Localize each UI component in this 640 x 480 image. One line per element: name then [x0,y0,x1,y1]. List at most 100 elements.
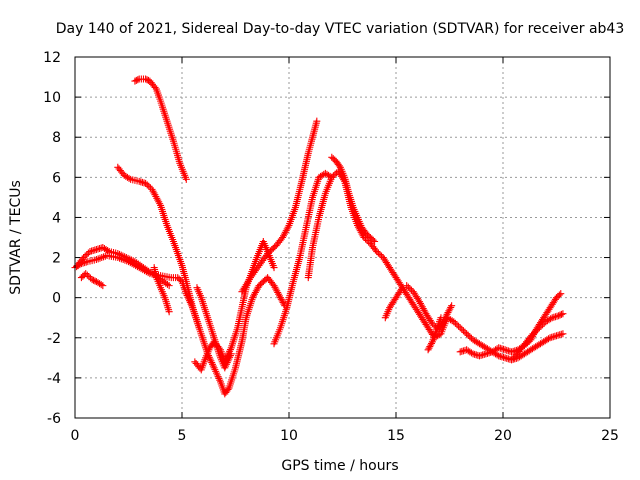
data-point [456,324,464,332]
chart-title: Day 140 of 2021, Sidereal Day-to-day VTE… [56,21,625,37]
data-point [461,328,469,336]
data-point [210,364,218,372]
data-point [313,117,321,125]
data-point [528,331,536,339]
data-point [403,282,411,290]
data-point [243,279,251,287]
data-point [124,254,132,262]
data-point [284,223,292,231]
data-point [279,298,287,306]
data-point [97,281,105,289]
data-point [96,254,104,262]
data-point [151,191,159,199]
x-tick-label: 15 [387,428,405,444]
data-point [242,281,250,289]
data-point [122,254,130,262]
data-point [371,246,379,254]
y-tick-label: -2 [47,331,61,347]
y-tick-label: 8 [52,130,61,146]
data-point [211,366,219,374]
data-point [143,181,151,189]
data-point [425,344,433,352]
data-point [365,238,373,246]
data-point [80,254,88,262]
data-point [149,187,157,195]
data-point [213,369,221,377]
series-trace-15 [424,314,445,354]
data-point [329,172,337,180]
data-point [214,373,222,381]
data-point [537,322,545,330]
data-point [406,285,414,293]
data-point [328,173,336,181]
series-trace-8 [193,284,235,372]
data-point [165,308,173,316]
data-point [152,192,160,200]
x-tick-label: 5 [178,428,187,444]
data-point [225,355,233,363]
data-point [209,362,217,370]
data-point [78,255,86,263]
series-trace-12 [328,153,379,246]
data-point [150,189,158,197]
data-point [226,353,234,361]
data-point [398,284,406,292]
x-tick-label: 20 [494,428,512,444]
series-trace-9 [238,117,321,296]
data-point [145,182,153,190]
y-tick-label: 12 [43,50,61,66]
axis-ticks: 0 5 10 15 20 25 -6 -4 -2 0 2 4 6 8 10 12 [43,50,619,444]
data-point [148,185,156,193]
data-points [71,75,567,398]
y-tick-label: 2 [52,251,61,267]
data-point [270,264,278,272]
data-point [463,330,471,338]
x-tick-label: 10 [280,428,298,444]
data-point [437,314,445,322]
data-point [213,371,221,379]
data-point [404,283,412,291]
data-point [559,310,567,318]
data-point [544,335,552,343]
series-trace-5 [131,75,190,183]
data-point [559,330,567,338]
data-point [238,288,246,296]
y-tick-label: 4 [52,210,61,226]
data-point [142,179,150,187]
data-point [119,252,127,260]
data-point [360,234,368,241]
data-point [85,273,93,281]
data-point [215,374,223,382]
data-point [126,255,134,263]
data-point [153,194,161,202]
data-point [529,330,537,338]
data-point [459,327,467,335]
data-point [206,355,214,363]
series-trace-6 [150,264,173,316]
data-point [151,83,159,91]
data-point [466,333,474,341]
data-point [453,321,461,329]
data-point [165,282,173,290]
data-point [116,250,124,258]
data-point [207,357,215,365]
y-tick-label: 0 [52,291,61,307]
y-tick-label: 10 [43,90,61,106]
data-point [222,362,230,370]
data-point [155,198,163,206]
data-point [376,251,384,259]
data-point [369,236,377,244]
data-point [125,174,133,182]
y-tick-label: -6 [47,411,61,427]
data-point [276,294,284,302]
data-point [82,270,90,278]
data-point [455,322,463,330]
data-point [277,295,285,303]
data-point [240,284,248,292]
data-point [127,256,135,264]
data-point [555,291,563,299]
series-trace-13 [381,284,406,322]
data-point [450,318,458,326]
